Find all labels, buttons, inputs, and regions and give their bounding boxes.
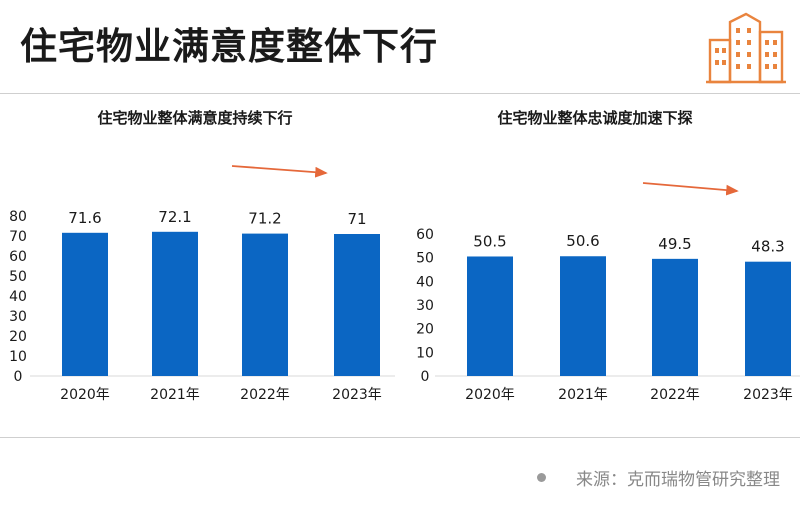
x-tick-label: 2020年 bbox=[465, 387, 515, 403]
data-label: 72.1 bbox=[158, 208, 191, 226]
divider-bottom bbox=[0, 437, 800, 438]
building-icon bbox=[706, 12, 786, 84]
y-tick-label: 0 bbox=[421, 369, 430, 385]
source-note: 来源：克而瑞物管研究整理 bbox=[537, 465, 780, 490]
data-label: 49.5 bbox=[658, 235, 691, 253]
y-tick-label: 60 bbox=[9, 249, 27, 265]
bar bbox=[152, 231, 198, 376]
bar bbox=[560, 256, 606, 376]
loyalty-chart: 住宅物业整体忠诚度加速下探 0 10 20 30 40 50 60 50.5 2020年 50.6 2… bbox=[416, 109, 800, 403]
satisfaction-chart: 住宅物业整体满意度持续下行 0 10 20 30 40 50 60 70 80 71.6 2020年 7… bbox=[9, 109, 395, 403]
y-tick-label: 10 bbox=[416, 345, 434, 361]
y-tick-label: 20 bbox=[9, 329, 27, 345]
bar bbox=[652, 258, 698, 376]
data-label: 50.5 bbox=[473, 232, 506, 250]
data-label: 50.6 bbox=[566, 232, 599, 250]
bar bbox=[334, 234, 380, 376]
x-tick-label: 2021年 bbox=[150, 387, 200, 403]
bar bbox=[62, 232, 108, 376]
y-tick-label: 40 bbox=[9, 289, 27, 305]
x-tick-label: 2022年 bbox=[240, 387, 290, 403]
y-tick-label: 80 bbox=[9, 209, 27, 225]
bullet-icon bbox=[537, 473, 546, 482]
y-tick-label: 10 bbox=[9, 349, 27, 365]
data-label: 71.6 bbox=[68, 209, 101, 227]
trend-arrow-icon bbox=[642, 182, 739, 196]
y-tick-label: 50 bbox=[9, 269, 27, 285]
y-tick-label: 30 bbox=[9, 309, 27, 325]
y-tick-label: 70 bbox=[9, 229, 27, 245]
y-tick-label: 30 bbox=[416, 298, 434, 314]
source-text: 来源：克而瑞物管研究整理 bbox=[576, 470, 780, 490]
trend-arrow-icon bbox=[231, 165, 328, 178]
x-tick-label: 2023年 bbox=[332, 387, 382, 403]
x-tick-label: 2023年 bbox=[743, 387, 793, 403]
y-tick-label: 20 bbox=[416, 322, 434, 338]
bar bbox=[242, 233, 288, 376]
divider-top bbox=[0, 93, 800, 94]
y-tick-label: 50 bbox=[416, 251, 434, 267]
x-tick-label: 2020年 bbox=[60, 387, 110, 403]
y-tick-label: 60 bbox=[416, 227, 434, 243]
chart-title: 住宅物业整体满意度持续下行 bbox=[97, 109, 292, 127]
data-label: 71 bbox=[347, 210, 366, 228]
x-tick-label: 2021年 bbox=[558, 387, 608, 403]
page-title: 住宅物业满意度整体下行 bbox=[20, 25, 438, 68]
y-tick-label: 0 bbox=[14, 369, 23, 385]
bar bbox=[467, 256, 513, 376]
chart-title: 住宅物业整体忠诚度加速下探 bbox=[497, 109, 692, 127]
data-label: 71.2 bbox=[248, 210, 281, 228]
x-tick-label: 2022年 bbox=[650, 387, 700, 403]
data-label: 48.3 bbox=[751, 238, 784, 256]
bar bbox=[745, 261, 791, 376]
y-tick-label: 40 bbox=[416, 274, 434, 290]
